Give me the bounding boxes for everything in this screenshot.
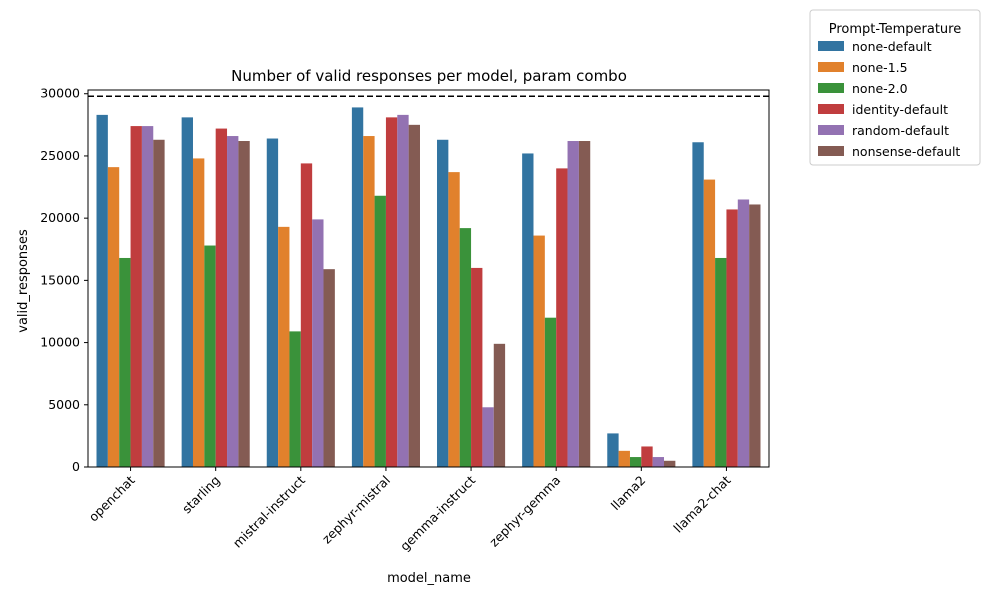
bar-random-default-zephyr-mistral xyxy=(397,114,409,467)
x-tick-label: llama2 xyxy=(608,473,649,514)
bar-none-2.0-gemma-instruct xyxy=(459,228,472,467)
legend-title: Prompt-Temperature xyxy=(829,22,961,37)
bar-identity-default-zephyr-gemma xyxy=(556,168,568,467)
bar-nonsense-default-openchat xyxy=(153,139,165,467)
bar-none-2.0-starling xyxy=(204,245,216,467)
x-tick-label: llama2-chat xyxy=(670,472,733,535)
bar-identity-default-zephyr-mistral xyxy=(385,117,398,468)
bar-random-default-zephyr-gemma xyxy=(567,141,579,467)
bar-none-1.5-openchat xyxy=(107,167,120,467)
bar-none-default-llama2-chat xyxy=(692,142,704,467)
bar-none-1.5-starling xyxy=(192,158,205,467)
bar-random-default-starling xyxy=(227,136,239,468)
bar-nonsense-default-zephyr-mistral xyxy=(408,124,420,467)
bar-none-default-starling xyxy=(181,117,193,468)
legend-swatch-random-default xyxy=(818,125,844,135)
bar-random-default-openchat xyxy=(141,126,154,467)
bar-identity-default-openchat xyxy=(130,126,142,467)
y-axis-label: valid_responses xyxy=(16,229,31,333)
legend-swatch-none-1.5 xyxy=(818,62,844,72)
bar-none-1.5-zephyr-gemma xyxy=(533,235,545,467)
bar-none-1.5-llama2-chat xyxy=(703,179,716,467)
y-tick-label: 5000 xyxy=(48,397,80,412)
bar-nonsense-default-starling xyxy=(238,141,250,467)
bar-none-2.0-llama2 xyxy=(629,457,642,467)
bar-none-2.0-openchat xyxy=(119,257,131,467)
x-tick-label: starling xyxy=(179,473,223,517)
legend-label-none-1.5: none-1.5 xyxy=(852,60,908,75)
legend: Prompt-Temperature none-default none-1.5 n… xyxy=(809,9,981,166)
x-tick-label: mistral-instruct xyxy=(230,472,308,550)
bar-none-default-llama2 xyxy=(607,433,619,467)
bar-identity-default-llama2 xyxy=(641,446,653,467)
y-tick-label: 0 xyxy=(72,459,80,474)
bar-nonsense-default-llama2-chat xyxy=(749,204,761,467)
bar-none-1.5-llama2 xyxy=(618,450,630,467)
bar-none-default-gemma-instruct xyxy=(437,139,449,467)
bar-none-default-mistral-instruct xyxy=(266,138,279,467)
bar-none-default-zephyr-gemma xyxy=(522,153,534,467)
x-tick-label: zephyr-gemma xyxy=(486,473,563,550)
x-axis-label: model_name xyxy=(387,571,471,586)
y-tick-label: 30000 xyxy=(40,86,80,101)
legend-frame xyxy=(809,9,981,166)
bar-none-2.0-zephyr-gemma xyxy=(544,317,557,467)
bar-nonsense-default-mistral-instruct xyxy=(323,269,335,467)
legend-swatch-nonsense-default xyxy=(818,146,844,156)
legend-label-random-default: random-default xyxy=(852,123,949,138)
bar-none-2.0-mistral-instruct xyxy=(289,331,301,467)
legend-label-none-default: none-default xyxy=(852,39,932,54)
bar-none-default-zephyr-mistral xyxy=(351,107,364,468)
bar-none-1.5-gemma-instruct xyxy=(448,172,460,467)
legend-swatch-identity-default xyxy=(818,104,844,114)
y-tick-label: 10000 xyxy=(40,335,80,350)
bar-identity-default-starling xyxy=(215,128,228,467)
bar-identity-default-gemma-instruct xyxy=(471,267,483,467)
bar-random-default-mistral-instruct xyxy=(312,219,324,467)
bar-none-default-openchat xyxy=(96,114,108,467)
bar-nonsense-default-gemma-instruct xyxy=(493,343,506,467)
bar-none-2.0-llama2-chat xyxy=(715,257,727,467)
plot-area xyxy=(88,95,769,468)
bar-nonsense-default-zephyr-gemma xyxy=(578,141,591,467)
bar-none-1.5-mistral-instruct xyxy=(278,226,290,467)
legend-label-identity-default: identity-default xyxy=(852,102,948,117)
bar-random-default-llama2-chat xyxy=(737,199,750,468)
plot-frame xyxy=(87,89,770,468)
x-tick-label: zephyr-mistral xyxy=(319,473,393,547)
x-tick-label: gemma-instruct xyxy=(397,472,478,553)
chart-title: Number of valid responses per model, par… xyxy=(231,67,627,85)
x-tick-label: openchat xyxy=(86,472,138,524)
legend-label-nonsense-default: nonsense-default xyxy=(852,144,960,159)
y-tick-label: 20000 xyxy=(40,210,80,225)
bar-identity-default-llama2-chat xyxy=(726,209,738,467)
y-tick-label: 15000 xyxy=(40,272,80,287)
bar-nonsense-default-llama2 xyxy=(664,460,676,467)
bar-random-default-llama2 xyxy=(652,457,665,467)
legend-swatch-none-2.0 xyxy=(818,83,844,93)
legend-swatch-none-default xyxy=(818,41,844,51)
bar-identity-default-mistral-instruct xyxy=(300,163,313,467)
y-tick-label: 25000 xyxy=(40,148,80,163)
bar-none-1.5-zephyr-mistral xyxy=(363,136,375,468)
bar-random-default-gemma-instruct xyxy=(482,407,494,467)
bar-none-2.0-zephyr-mistral xyxy=(374,195,386,467)
legend-label-none-2.0: none-2.0 xyxy=(852,81,908,96)
